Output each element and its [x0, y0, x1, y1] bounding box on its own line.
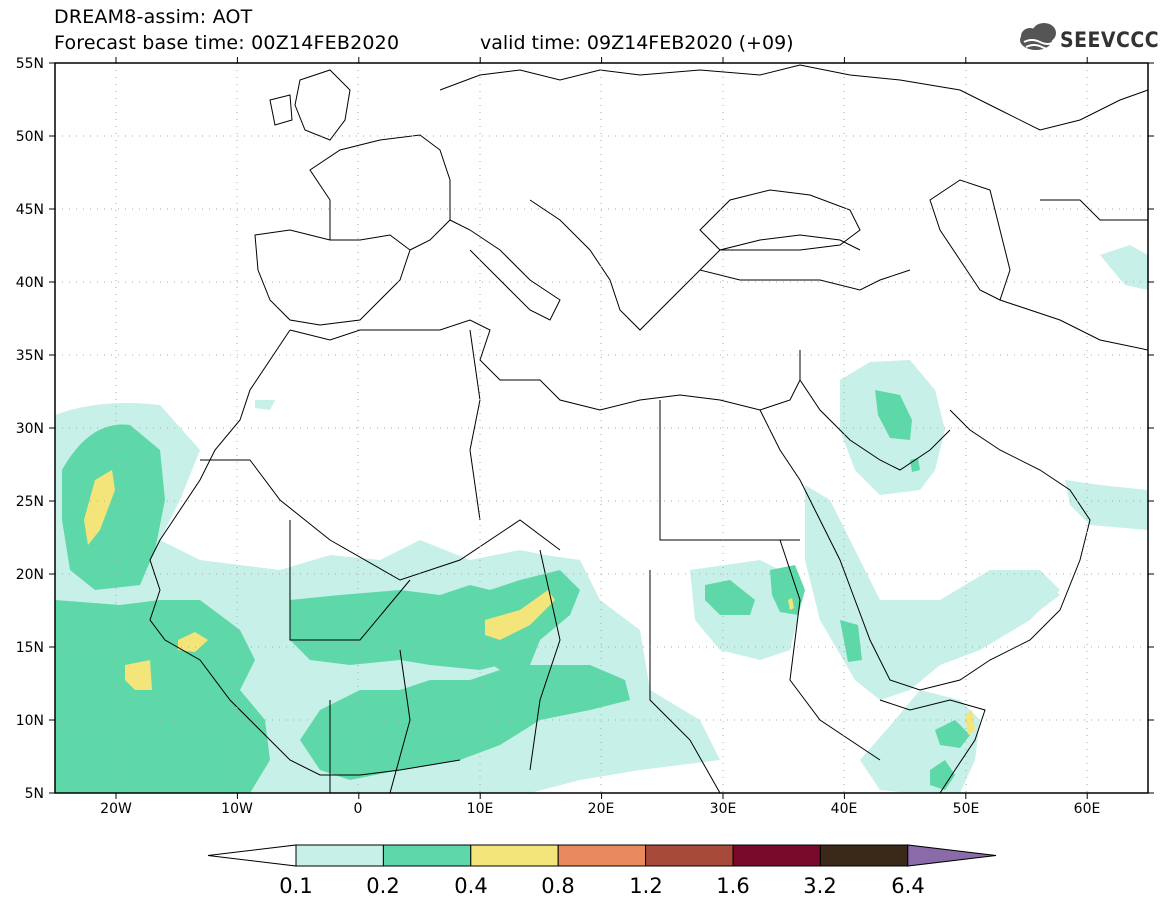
lon-label: 20E	[588, 801, 615, 817]
lat-label: 55N	[16, 56, 44, 72]
lon-label: 20W	[100, 801, 132, 817]
colorbar-label: 1.6	[716, 874, 749, 898]
colorbar-under-arrow	[207, 844, 297, 867]
colorbar-label: 0.1	[279, 874, 312, 898]
latitude-labels: 55N 50N 45N 40N 35N 30N 25N 20N 15N 10N …	[16, 56, 44, 802]
colorbar-bin	[645, 844, 734, 867]
colorbar-over-arrow	[907, 844, 997, 867]
colorbar-bin	[819, 844, 909, 867]
lon-label: 10E	[467, 801, 494, 817]
valid-time: valid time: 09Z14FEB2020 (+09)	[480, 32, 794, 54]
lon-label: 30E	[710, 801, 737, 817]
lon-label: 60E	[1074, 801, 1101, 817]
colorbar-bin	[382, 844, 472, 867]
colorbar-label: 6.4	[891, 874, 924, 898]
colorbar-bin	[470, 844, 559, 867]
coastlines	[149, 64, 1148, 793]
lat-label: 30N	[16, 421, 44, 437]
lat-label: 50N	[16, 129, 44, 145]
lat-label: 40N	[16, 275, 44, 291]
colorbar-label: 1.2	[629, 874, 662, 898]
colorbar-label: 0.4	[454, 874, 487, 898]
colorbar	[207, 844, 997, 867]
aot-level-0.2	[55, 390, 970, 793]
lon-label: 50E	[953, 801, 980, 817]
lat-label: 20N	[16, 567, 44, 583]
colorbar-labels: 0.1 0.2 0.4 0.8 1.2 1.6 3.2 6.4	[279, 874, 924, 898]
colorbar-bin	[295, 844, 384, 867]
lat-label: 15N	[16, 640, 44, 656]
lon-label: 40E	[831, 801, 858, 817]
forecast-base-time: Forecast base time: 00Z14FEB2020	[54, 32, 400, 54]
aot-level-0.4	[84, 470, 975, 735]
lon-label: 0	[354, 801, 363, 817]
graticule	[55, 63, 1148, 793]
colorbar-bin	[557, 844, 647, 867]
lon-label: 10W	[221, 801, 253, 817]
axis-ticks	[49, 57, 1154, 799]
lat-label: 25N	[16, 494, 44, 510]
logo-text: SEEVCCC	[1060, 28, 1160, 52]
map-title: DREAM8-assim: AOT	[54, 6, 253, 28]
colorbar-label: 0.2	[366, 874, 399, 898]
colorbar-bin	[732, 844, 821, 867]
lat-label: 35N	[16, 348, 44, 364]
lat-label: 45N	[16, 202, 44, 218]
lat-label: 10N	[16, 713, 44, 729]
lat-label: 5N	[25, 786, 44, 802]
colorbar-label: 3.2	[803, 874, 836, 898]
cloud-icon	[1020, 23, 1056, 50]
longitude-labels: 20W 10W 0 10E 20E 30E 40E 50E 60E	[100, 801, 1100, 817]
colorbar-label: 0.8	[541, 874, 574, 898]
